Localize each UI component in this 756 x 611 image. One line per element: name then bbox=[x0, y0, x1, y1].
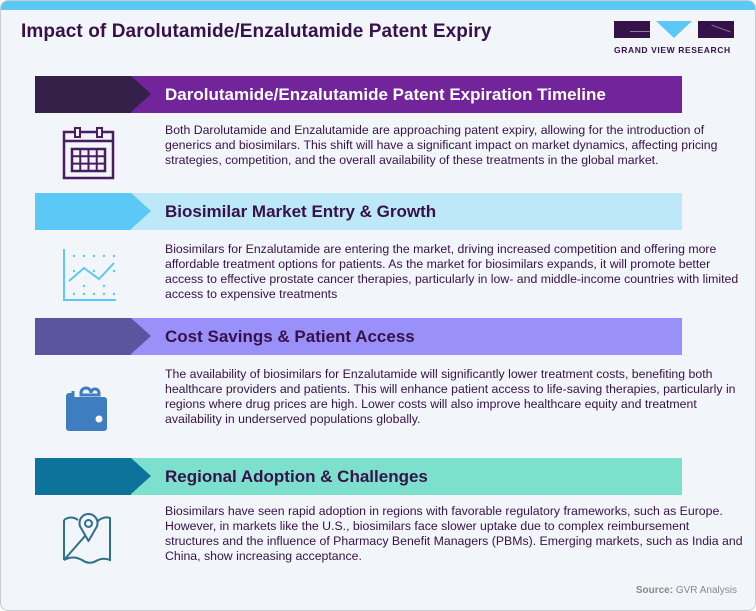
map-pin-icon bbox=[61, 512, 116, 567]
source-value: GVR Analysis bbox=[673, 585, 737, 596]
section-body: Biosimilars have seen rapid adoption in … bbox=[165, 504, 743, 563]
header-dark-band bbox=[35, 318, 131, 355]
header-light-band bbox=[131, 76, 682, 113]
header-arrow bbox=[131, 318, 151, 354]
header-light-band bbox=[131, 318, 682, 355]
header-arrow bbox=[131, 76, 151, 112]
section-body: Biosimilars for Enzalutamide are enterin… bbox=[165, 242, 739, 301]
wallet-icon bbox=[61, 381, 116, 436]
page-title: Impact of Darolutamide/Enzalutamide Pate… bbox=[21, 21, 492, 42]
header-arrow bbox=[131, 193, 151, 229]
logo-text: GRAND VIEW RESEARCH bbox=[614, 45, 731, 55]
gvr-logo: GRAND VIEW RESEARCH bbox=[614, 21, 734, 61]
section-heading: Regional Adoption & Challenges bbox=[165, 467, 428, 486]
logo-triangle bbox=[656, 21, 692, 38]
section-heading: Darolutamide/Enzalutamide Patent Expirat… bbox=[165, 85, 606, 104]
header-light-band bbox=[131, 458, 682, 495]
header-arrow bbox=[131, 458, 151, 494]
logo-block-right bbox=[698, 21, 734, 38]
calendar-icon bbox=[61, 127, 116, 182]
section-header-regional-adoption: Regional Adoption & Challenges bbox=[35, 458, 682, 495]
logo-line-left bbox=[630, 31, 650, 32]
header-light-band bbox=[131, 193, 682, 230]
header-dark-band bbox=[35, 458, 131, 495]
logo-block-left bbox=[614, 21, 650, 38]
source-note: Source: GVR Analysis bbox=[636, 585, 737, 596]
section-heading: Cost Savings & Patient Access bbox=[165, 327, 415, 346]
section-body: The availability of biosimilars for Enza… bbox=[165, 367, 736, 426]
section-header-biosimilar-entry: Biosimilar Market Entry & Growth bbox=[35, 193, 682, 230]
line-chart-icon bbox=[61, 248, 116, 303]
header-dark-band bbox=[35, 76, 131, 113]
source-label: Source: bbox=[635, 585, 674, 596]
section-body: Both Darolutamide and Enzalutamide are a… bbox=[165, 123, 718, 167]
section-header-patent-expiration: Darolutamide/Enzalutamide Patent Expirat… bbox=[35, 76, 682, 113]
section-heading: Biosimilar Market Entry & Growth bbox=[165, 202, 437, 221]
top-accent-bar bbox=[1, 1, 755, 10]
header-dark-band bbox=[35, 193, 131, 230]
section-header-cost-savings: Cost Savings & Patient Access bbox=[35, 318, 682, 355]
